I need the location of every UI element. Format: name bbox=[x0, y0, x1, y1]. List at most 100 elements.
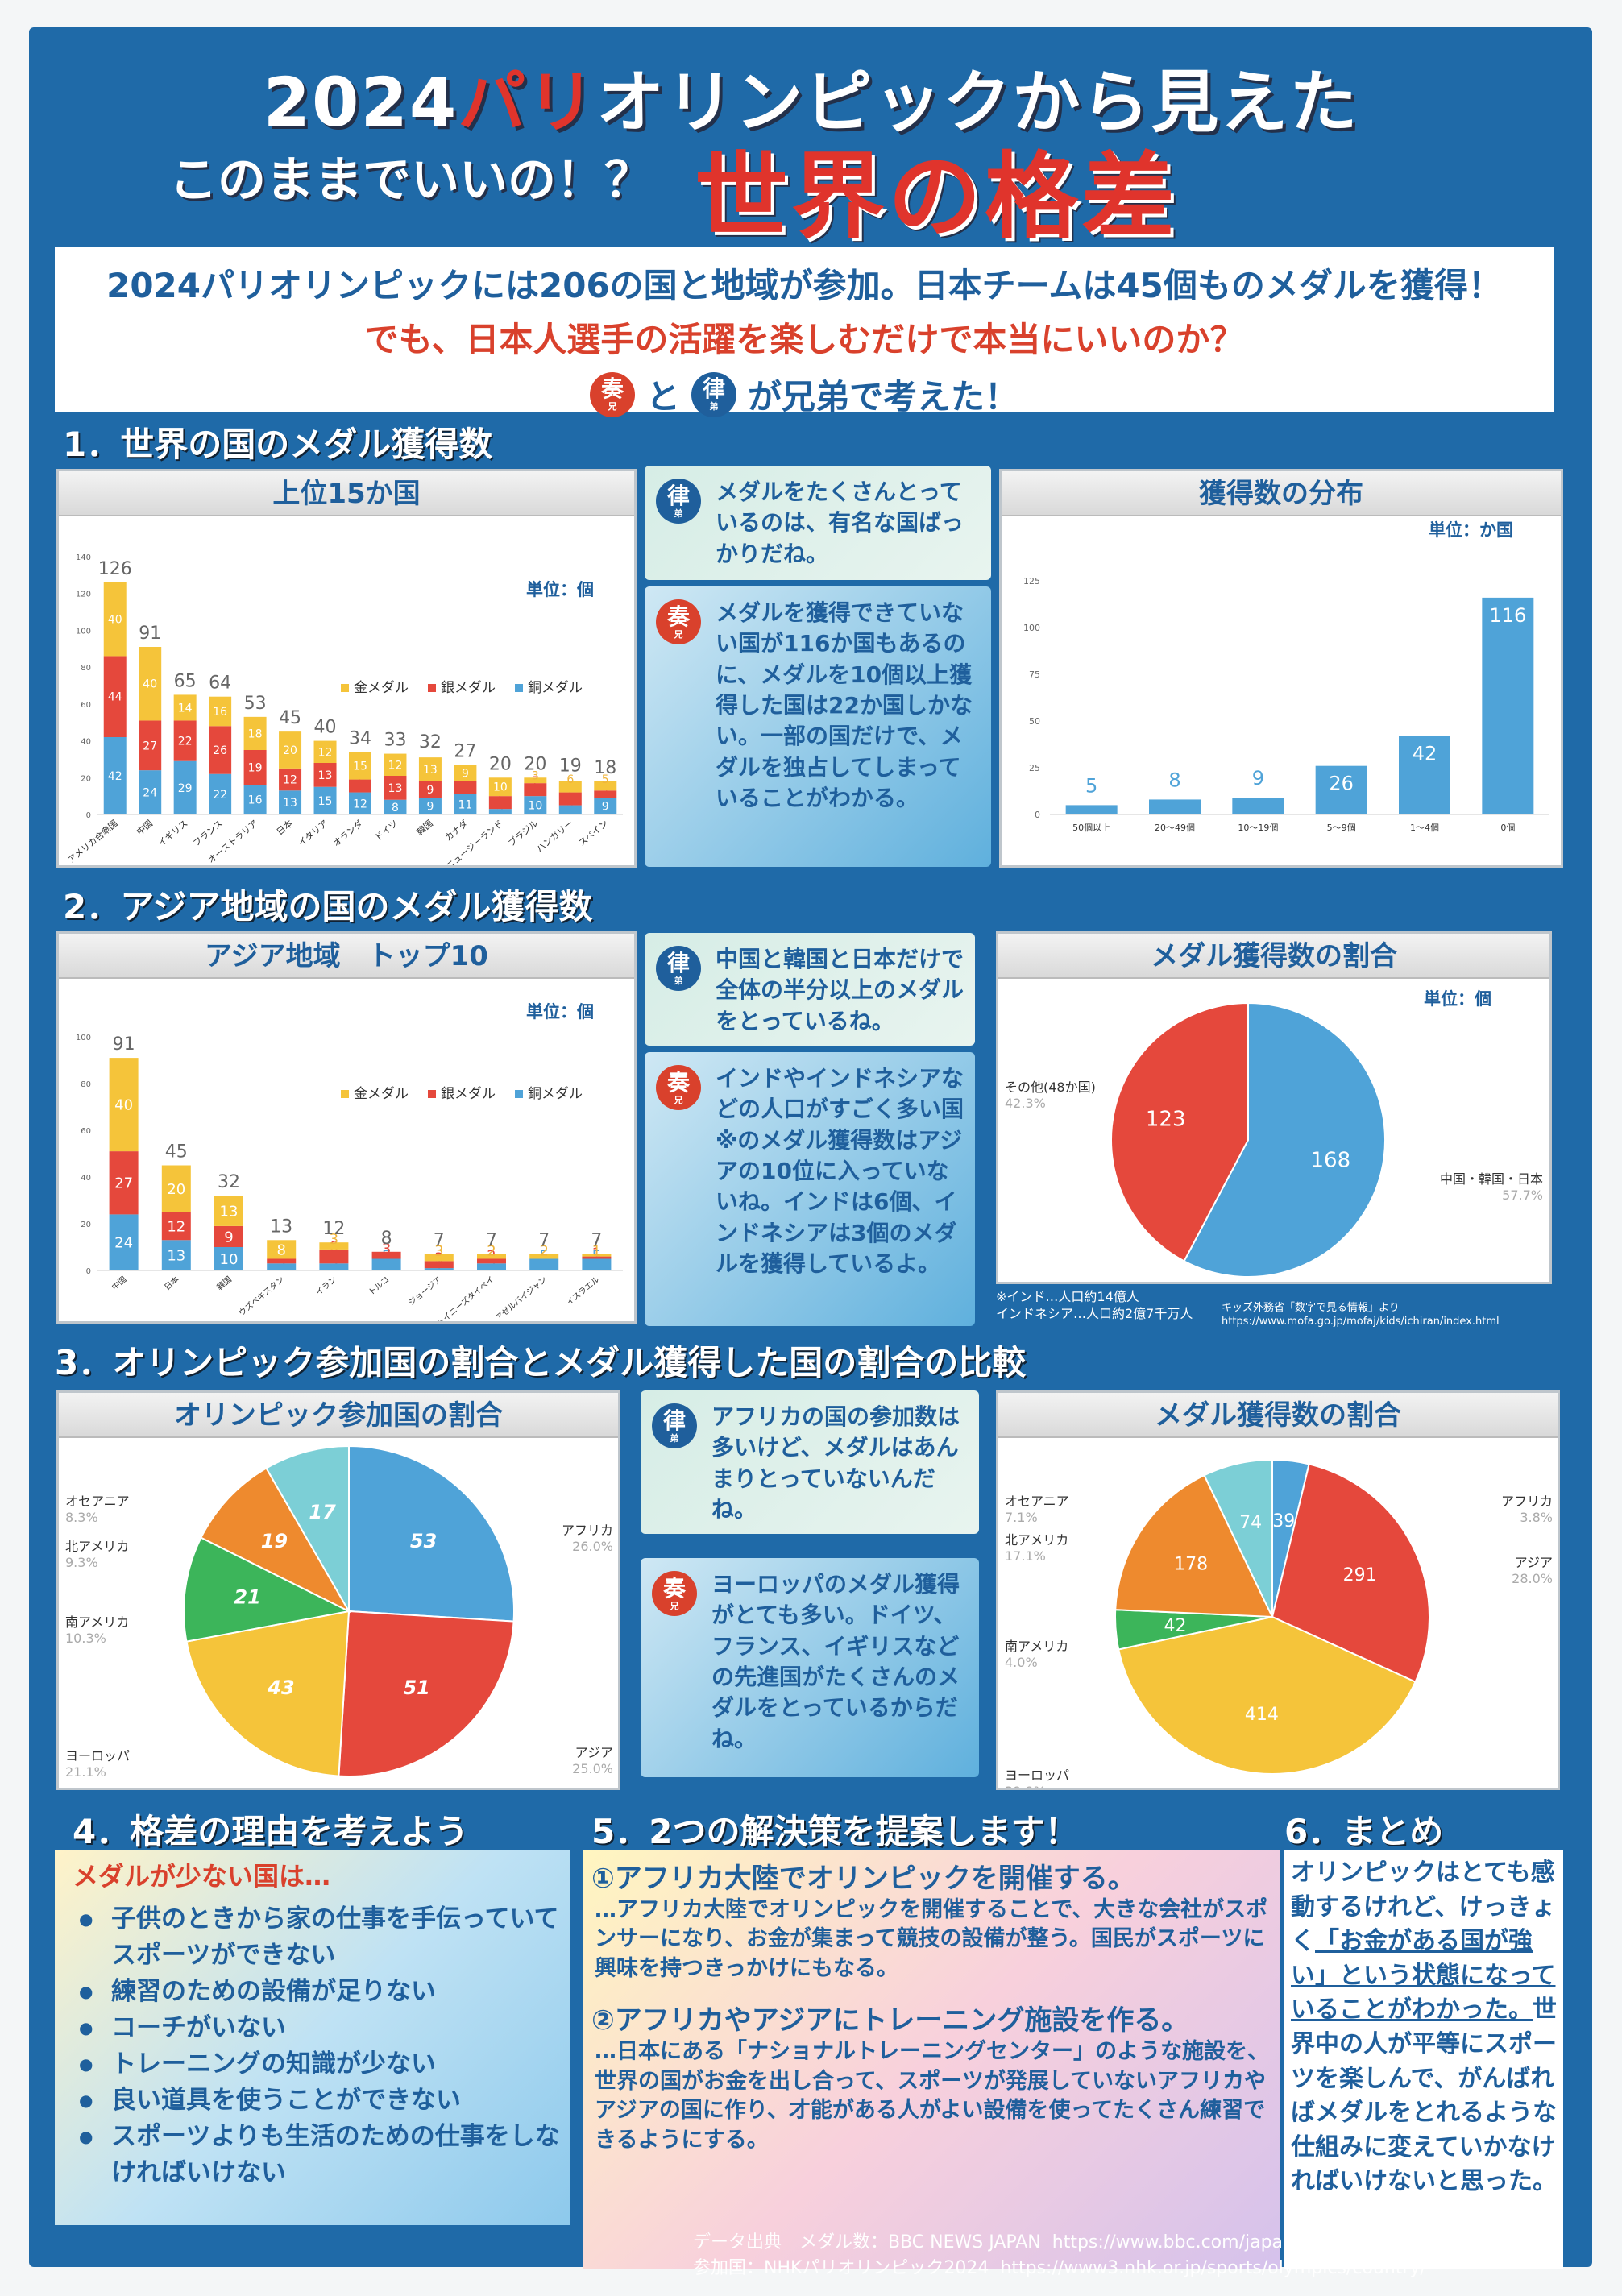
slice-name: ヨーロッパ bbox=[65, 1748, 130, 1763]
bar-segment bbox=[384, 776, 407, 800]
x-tick-label: 10〜19個 bbox=[1238, 823, 1278, 833]
bar-segment bbox=[454, 781, 477, 794]
slice-name: 北アメリカ bbox=[65, 1539, 129, 1554]
data-label: 40 bbox=[108, 614, 122, 627]
data-label: 9 bbox=[1252, 767, 1264, 790]
slice-value: 17 bbox=[309, 1501, 336, 1523]
y-tick-label: 80 bbox=[81, 1080, 91, 1089]
bar-segment bbox=[424, 1254, 454, 1262]
data-label: 26 bbox=[213, 744, 227, 757]
data-label: 8 bbox=[276, 1241, 285, 1258]
reasons-box: メダルが少ない国は… 子供のときから家の仕事を手伝っていてスポーツができない 練… bbox=[55, 1850, 570, 2225]
total-label: 40 bbox=[314, 718, 337, 738]
pie-slice bbox=[265, 1444, 350, 1614]
ritsu-avatar: 律弟 bbox=[652, 1403, 697, 1448]
data-label: 24 bbox=[114, 1235, 133, 1252]
bubble-text: インドやインドネシアなどの人口がすごく多い国※のメダル獲得数はアジアの10位に入… bbox=[716, 1065, 964, 1278]
data-label: 20 bbox=[283, 744, 297, 757]
section-3-heading: 3．オリンピック参加国の割合とメダル獲得した国の割合の比較 bbox=[55, 1343, 1027, 1382]
data-label: 11 bbox=[458, 798, 472, 811]
slice-value: 414 bbox=[1245, 1705, 1279, 1725]
bar-segment bbox=[477, 1254, 506, 1259]
medal-share-title: メダル獲得数の割合 bbox=[998, 1393, 1558, 1438]
nhk-link[interactable]: https://www3.nhk.or.jp/sports/olympics/c… bbox=[1000, 2257, 1426, 2278]
x-tick-label: ジョージア bbox=[407, 1275, 443, 1308]
data-label: 13 bbox=[220, 1203, 239, 1220]
data-label: 8 bbox=[1168, 769, 1180, 791]
data-label: 22 bbox=[213, 789, 227, 802]
bar-segment bbox=[529, 1258, 559, 1270]
bubble-ritsu-1: 律弟 メダルをたくさんとっているのは、有名な国ばっかりだね。 bbox=[645, 466, 991, 580]
y-tick-label: 20 bbox=[81, 774, 91, 783]
data-label: 8 bbox=[392, 802, 399, 814]
x-tick-label: 日本 bbox=[274, 818, 295, 838]
legend-label: 銅メダル bbox=[528, 1086, 583, 1102]
slice-name: オセアニア bbox=[65, 1494, 130, 1509]
data-label: 13 bbox=[423, 764, 438, 777]
bar-segment bbox=[558, 781, 582, 793]
bar-segment bbox=[558, 805, 582, 814]
bar-segment bbox=[488, 777, 512, 797]
data-label: 12 bbox=[318, 746, 333, 759]
total-label: 12 bbox=[322, 1219, 345, 1239]
pie-slice bbox=[1183, 1001, 1386, 1278]
total-label: 45 bbox=[165, 1142, 188, 1163]
y-tick-label: 80 bbox=[81, 664, 91, 673]
summary-box: オリンピックはとても感動するけれど、けっきょく「お金がある国が強い」という状態に… bbox=[1284, 1850, 1563, 2269]
data-label: 10 bbox=[528, 800, 542, 813]
x-tick-label: 1〜4個 bbox=[1410, 823, 1439, 833]
data-label: 13 bbox=[388, 782, 403, 795]
y-tick-label: 120 bbox=[76, 591, 91, 599]
kanade-avatar: 奏兄 bbox=[656, 599, 701, 644]
bar-segment bbox=[488, 796, 512, 810]
data-label: 1 bbox=[592, 1245, 601, 1262]
unit-label: 単位：個 bbox=[526, 1002, 594, 1022]
dist-panel: 獲得数の分布 0 25 50 75 100 125 単位：か国 5 50個以上 8 20〜49個 9 1… bbox=[999, 469, 1563, 868]
bar-segment bbox=[103, 737, 127, 814]
bar bbox=[1399, 736, 1450, 814]
section-6-heading: 6．まとめ bbox=[1284, 1812, 1444, 1851]
data-label: 27 bbox=[143, 740, 157, 752]
pie-slice bbox=[1110, 1001, 1249, 1262]
legend-label: 金メダル bbox=[354, 1086, 409, 1102]
kanade-avatar: 奏兄 bbox=[656, 1065, 701, 1110]
x-tick-label: イギリス bbox=[156, 818, 190, 848]
y-tick-label: 25 bbox=[1029, 763, 1040, 773]
bar-segment bbox=[267, 1240, 297, 1259]
headline-title: 世界の格差 bbox=[695, 143, 1178, 251]
total-label: 18 bbox=[594, 758, 616, 778]
total-label: 91 bbox=[113, 1034, 135, 1055]
top15-title: 上位15か国 bbox=[59, 471, 634, 516]
bubble-text: メダルをたくさんとっているのは、有名な国ばっかりだね。 bbox=[716, 479, 964, 567]
slice-percent: 10.3% bbox=[65, 1631, 106, 1646]
data-label: 9 bbox=[462, 768, 469, 781]
bar-segment bbox=[582, 1256, 612, 1259]
slice-value: 178 bbox=[1174, 1554, 1208, 1574]
slice-value: 123 bbox=[1146, 1108, 1186, 1132]
y-tick-label: 0 bbox=[1035, 810, 1040, 820]
y-tick-label: 75 bbox=[1029, 669, 1040, 680]
data-label: 14 bbox=[178, 702, 193, 715]
x-tick-label: イラン bbox=[314, 1274, 339, 1297]
total-label: 33 bbox=[384, 731, 406, 751]
summary-text-a: オリンピックはとても感動するけれど、けっきょく bbox=[1291, 1859, 1556, 1956]
y-tick-label: 100 bbox=[1023, 623, 1040, 633]
slice-name: アフリカ bbox=[562, 1523, 613, 1538]
x-tick-label: 20〜49個 bbox=[1155, 823, 1195, 833]
bar-segment bbox=[103, 582, 127, 657]
bbc-link[interactable]: https://www.bbc.com/japanese/articles/cy… bbox=[1052, 2232, 1520, 2252]
legend-swatch bbox=[428, 1090, 436, 1098]
y-tick-label: 125 bbox=[1023, 576, 1040, 586]
data-label: 16 bbox=[213, 706, 227, 719]
slice-percent: 4.0% bbox=[1005, 1655, 1038, 1670]
total-label: 7 bbox=[434, 1231, 445, 1251]
bar-segment bbox=[161, 1212, 191, 1241]
slice-name: 北アメリカ bbox=[1005, 1532, 1068, 1548]
bar-segment bbox=[209, 726, 232, 774]
slice-value: 43 bbox=[267, 1676, 294, 1699]
top15-panel: 上位15か国 0 20 40 60 80 100 120 140 単位：個 金メダル 銀メダル 銅メダ… bbox=[56, 469, 637, 872]
asia-share-panel: メダル獲得数の割合 168 中国・韓国・日本 57.7% 123 その他(48か国) 42… bbox=[996, 931, 1552, 1284]
bubble-text: ヨーロッパのメダル獲得がとても多い。ドイツ、フランス、イギリスなどの先進国がたく… bbox=[711, 1571, 960, 1752]
total-label: 91 bbox=[139, 624, 161, 644]
slice-percent: 3.8% bbox=[1520, 1510, 1553, 1525]
